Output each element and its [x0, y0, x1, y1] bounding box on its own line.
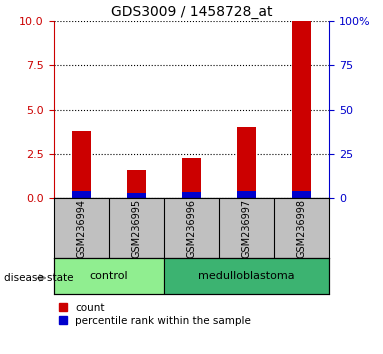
- Bar: [237, 191, 256, 198]
- Text: GSM236998: GSM236998: [297, 199, 307, 258]
- Text: control: control: [90, 271, 128, 281]
- Bar: [182, 158, 201, 198]
- Bar: [292, 21, 311, 198]
- Bar: [182, 192, 201, 198]
- Bar: [54, 258, 164, 294]
- Bar: [127, 170, 146, 198]
- Text: disease state: disease state: [4, 273, 73, 283]
- Title: GDS3009 / 1458728_at: GDS3009 / 1458728_at: [111, 5, 272, 19]
- Bar: [164, 258, 329, 294]
- Bar: [72, 191, 91, 198]
- Bar: [72, 131, 91, 198]
- Bar: [127, 193, 146, 198]
- Text: GSM236996: GSM236996: [187, 199, 196, 258]
- Bar: [292, 191, 311, 198]
- Text: GSM236997: GSM236997: [242, 199, 252, 258]
- Bar: [237, 127, 256, 198]
- Text: medulloblastoma: medulloblastoma: [198, 271, 295, 281]
- Legend: count, percentile rank within the sample: count, percentile rank within the sample: [59, 303, 251, 326]
- Text: GSM236995: GSM236995: [131, 199, 141, 258]
- Text: GSM236994: GSM236994: [76, 199, 86, 258]
